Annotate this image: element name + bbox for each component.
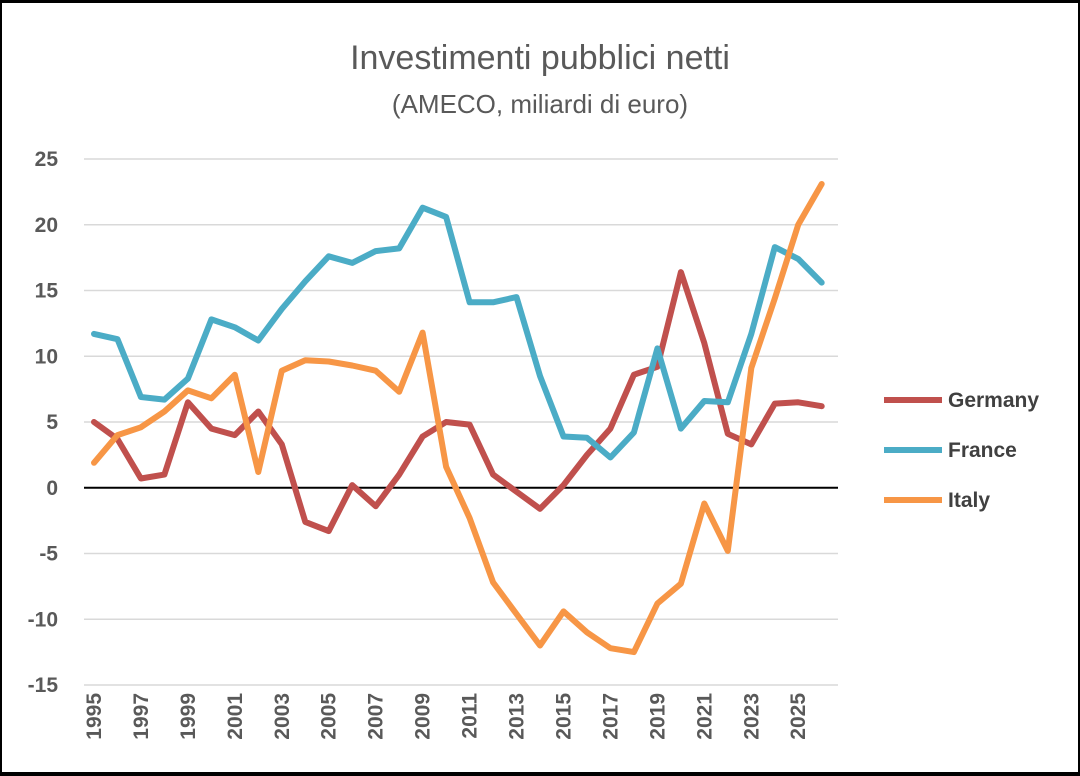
series-line-germany: [91, 269, 825, 535]
series-lines: [91, 181, 825, 656]
x-tick-label: 2013: [506, 693, 529, 740]
y-tick-label: -15: [28, 674, 59, 697]
x-tick-label: 2021: [693, 693, 716, 740]
legend-label-germany: Germany: [948, 389, 1039, 412]
series-line-france: [91, 204, 825, 461]
x-tick-label: 1997: [130, 693, 153, 740]
y-tick-label: 5: [46, 411, 58, 434]
x-tick-label: 1995: [83, 693, 106, 740]
legend-label-france: France: [948, 439, 1017, 462]
chart-subtitle: (AMECO, miliardi di euro): [391, 89, 689, 119]
y-tick-label: 20: [35, 214, 58, 237]
y-tick-label: -10: [28, 608, 58, 631]
x-tick-label: 1999: [177, 693, 200, 740]
y-axis-ticks: 25 20 15 10 5 0 -5 -10 -15: [28, 148, 59, 697]
x-tick-label: 2005: [318, 693, 341, 740]
x-tick-label: 2001: [224, 693, 247, 740]
x-tick-label: 2009: [412, 693, 435, 740]
x-tick-label: 2019: [646, 693, 669, 740]
x-tick-label: 2017: [599, 693, 622, 740]
chart-title: Investimenti pubblici netti: [350, 39, 730, 77]
legend: Germany France Italy: [884, 389, 1039, 512]
legend-label-italy: Italy: [948, 489, 990, 512]
x-tick-label: 2015: [552, 693, 575, 740]
x-axis-ticks: 1995 1997 1999 2001 2003 2005 2007 2009 2011 2013…: [83, 693, 810, 740]
y-tick-label: -5: [39, 543, 58, 566]
x-tick-label: 2003: [271, 693, 294, 740]
y-tick-label: 0: [46, 477, 58, 500]
x-tick-label: 2007: [365, 693, 388, 740]
y-tick-label: 15: [35, 280, 59, 303]
x-tick-label: 2023: [740, 693, 763, 740]
series-line-italy: [91, 181, 825, 656]
x-tick-label: 2011: [459, 693, 482, 739]
y-tick-label: 10: [35, 345, 58, 368]
x-tick-label: 2025: [787, 693, 810, 740]
gridlines: [84, 158, 838, 686]
y-tick-label: 25: [35, 148, 59, 171]
